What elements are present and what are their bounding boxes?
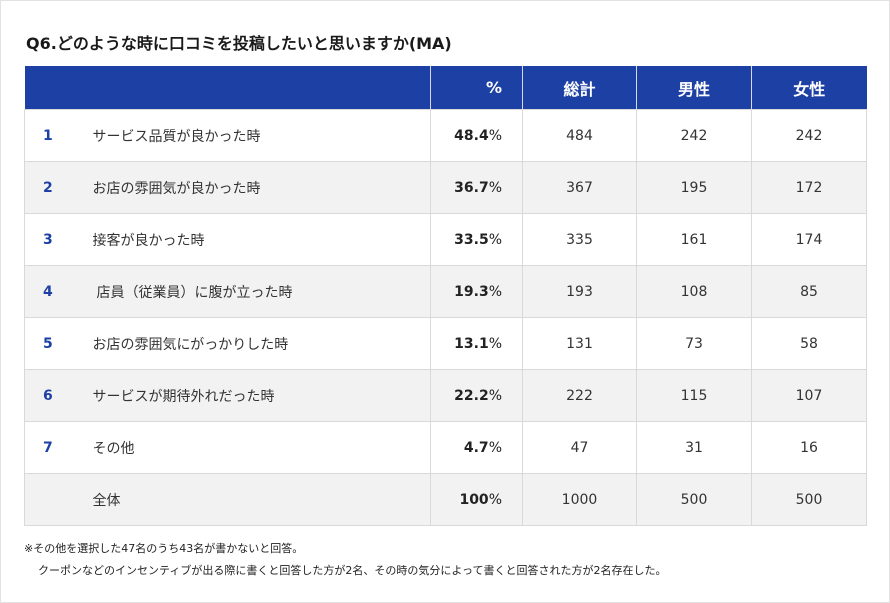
header-female: 女性 xyxy=(751,66,867,110)
row-female: 174 xyxy=(751,213,867,266)
row-label: お店の雰囲気にがっかりした時 xyxy=(92,317,431,370)
row-percent: 48.4% xyxy=(430,109,523,162)
row-label: お店の雰囲気が良かった時 xyxy=(92,161,431,214)
table-row: 3 接客が良かった時 33.5% 335 161 174 xyxy=(24,213,867,266)
row-male: 31 xyxy=(636,421,752,474)
percent-sign: % xyxy=(488,439,502,456)
page-title: Q6.どのような時に口コミを投稿したいと思いますか(MA) xyxy=(26,34,452,53)
row-total: 335 xyxy=(522,213,637,266)
row-total: 1000 xyxy=(522,473,637,526)
row-percent: 36.7% xyxy=(430,161,523,214)
row-female: 242 xyxy=(751,109,867,162)
row-percent: 33.5% xyxy=(430,213,523,266)
row-total: 193 xyxy=(522,265,637,318)
row-percent: 13.1% xyxy=(430,317,523,370)
table-row: 4 店員（従業員）に腹が立った時 19.3% 193 108 85 xyxy=(24,265,867,318)
percent-value: 22.2 xyxy=(454,387,489,404)
table-body: 1 サービス品質が良かった時 48.4% 484 242 242 2 お店の雰囲気が良かった時… xyxy=(24,109,867,526)
header-label xyxy=(92,66,431,110)
table-row: 全体 100% 1000 500 500 xyxy=(24,473,867,526)
row-total: 484 xyxy=(522,109,637,162)
percent-sign: % xyxy=(488,179,502,196)
table-row: 5 お店の雰囲気にがっかりした時 13.1% 131 73 58 xyxy=(24,317,867,370)
row-female: 16 xyxy=(751,421,867,474)
row-label: 接客が良かった時 xyxy=(92,213,431,266)
row-label: サービスが期待外れだった時 xyxy=(92,369,431,422)
row-label: 店員（従業員）に腹が立った時 xyxy=(92,265,431,318)
table-row: 2 お店の雰囲気が良かった時 36.7% 367 195 172 xyxy=(24,161,867,214)
percent-value: 100 xyxy=(459,491,489,508)
header-rank xyxy=(24,66,93,110)
percent-value: 36.7 xyxy=(454,179,489,196)
row-number: 5 xyxy=(24,317,93,370)
percent-sign: % xyxy=(488,231,502,248)
row-male: 108 xyxy=(636,265,752,318)
row-female: 500 xyxy=(751,473,867,526)
percent-value: 13.1 xyxy=(454,335,489,352)
row-number: 1 xyxy=(24,109,93,162)
row-label: 全体 xyxy=(92,473,431,526)
row-male: 195 xyxy=(636,161,752,214)
percent-value: 33.5 xyxy=(454,231,489,248)
row-female: 107 xyxy=(751,369,867,422)
percent-value: 4.7 xyxy=(463,439,489,456)
row-percent: 4.7% xyxy=(430,421,523,474)
row-number: 2 xyxy=(24,161,93,214)
row-label: サービス品質が良かった時 xyxy=(92,109,431,162)
row-male: 161 xyxy=(636,213,752,266)
percent-sign: % xyxy=(488,491,502,508)
percent-value: 19.3 xyxy=(454,283,489,300)
row-female: 85 xyxy=(751,265,867,318)
row-total: 47 xyxy=(522,421,637,474)
header-total: 総計 xyxy=(522,66,637,110)
row-total: 367 xyxy=(522,161,637,214)
row-female: 172 xyxy=(751,161,867,214)
row-label: その他 xyxy=(92,421,431,474)
row-number: 6 xyxy=(24,369,93,422)
row-percent: 22.2% xyxy=(430,369,523,422)
row-percent: 19.3% xyxy=(430,265,523,318)
row-female: 58 xyxy=(751,317,867,370)
table-row: 7 その他 4.7% 47 31 16 xyxy=(24,421,867,474)
header-percent: % xyxy=(430,66,523,110)
row-male: 73 xyxy=(636,317,752,370)
table-row: 1 サービス品質が良かった時 48.4% 484 242 242 xyxy=(24,109,867,162)
percent-value: 48.4 xyxy=(454,127,489,144)
row-total: 222 xyxy=(522,369,637,422)
percent-sign: % xyxy=(488,283,502,300)
footnote-1: ※その他を選択した47名のうち43名が書かないと回答。 xyxy=(24,542,304,555)
row-percent: 100% xyxy=(430,473,523,526)
header-male: 男性 xyxy=(636,66,752,110)
table-header-row: % 総計 男性 女性 xyxy=(24,66,867,110)
results-table: % 総計 男性 女性 1 サービス品質が良かった時 48.4% 484 242 242 2 お… xyxy=(24,66,867,526)
row-number: 7 xyxy=(24,421,93,474)
row-number xyxy=(24,473,93,526)
row-male: 242 xyxy=(636,109,752,162)
row-male: 500 xyxy=(636,473,752,526)
table-row: 6 サービスが期待外れだった時 22.2% 222 115 107 xyxy=(24,369,867,422)
percent-sign: % xyxy=(488,335,502,352)
footnote-2: クーポンなどのインセンティブが出る際に書くと回答した方が2名、その時の気分によっ… xyxy=(38,564,667,577)
percent-sign: % xyxy=(488,387,502,404)
row-number: 3 xyxy=(24,213,93,266)
percent-sign: % xyxy=(488,127,502,144)
row-number: 4 xyxy=(24,265,93,318)
row-total: 131 xyxy=(522,317,637,370)
row-male: 115 xyxy=(636,369,752,422)
